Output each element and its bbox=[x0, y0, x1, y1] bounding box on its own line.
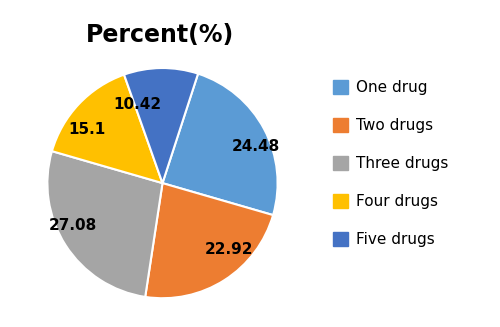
Text: 10.42: 10.42 bbox=[114, 97, 162, 112]
Wedge shape bbox=[48, 151, 162, 297]
Text: 27.08: 27.08 bbox=[48, 218, 96, 233]
Text: 22.92: 22.92 bbox=[204, 242, 253, 257]
Text: 15.1: 15.1 bbox=[68, 122, 106, 137]
Wedge shape bbox=[145, 183, 273, 298]
Legend: One drug, Two drugs, Three drugs, Four drugs, Five drugs: One drug, Two drugs, Three drugs, Four d… bbox=[332, 80, 448, 247]
Text: Percent(%): Percent(%) bbox=[86, 23, 234, 47]
Wedge shape bbox=[162, 74, 278, 215]
Wedge shape bbox=[124, 68, 198, 183]
Wedge shape bbox=[52, 75, 162, 183]
Text: 24.48: 24.48 bbox=[232, 139, 280, 154]
